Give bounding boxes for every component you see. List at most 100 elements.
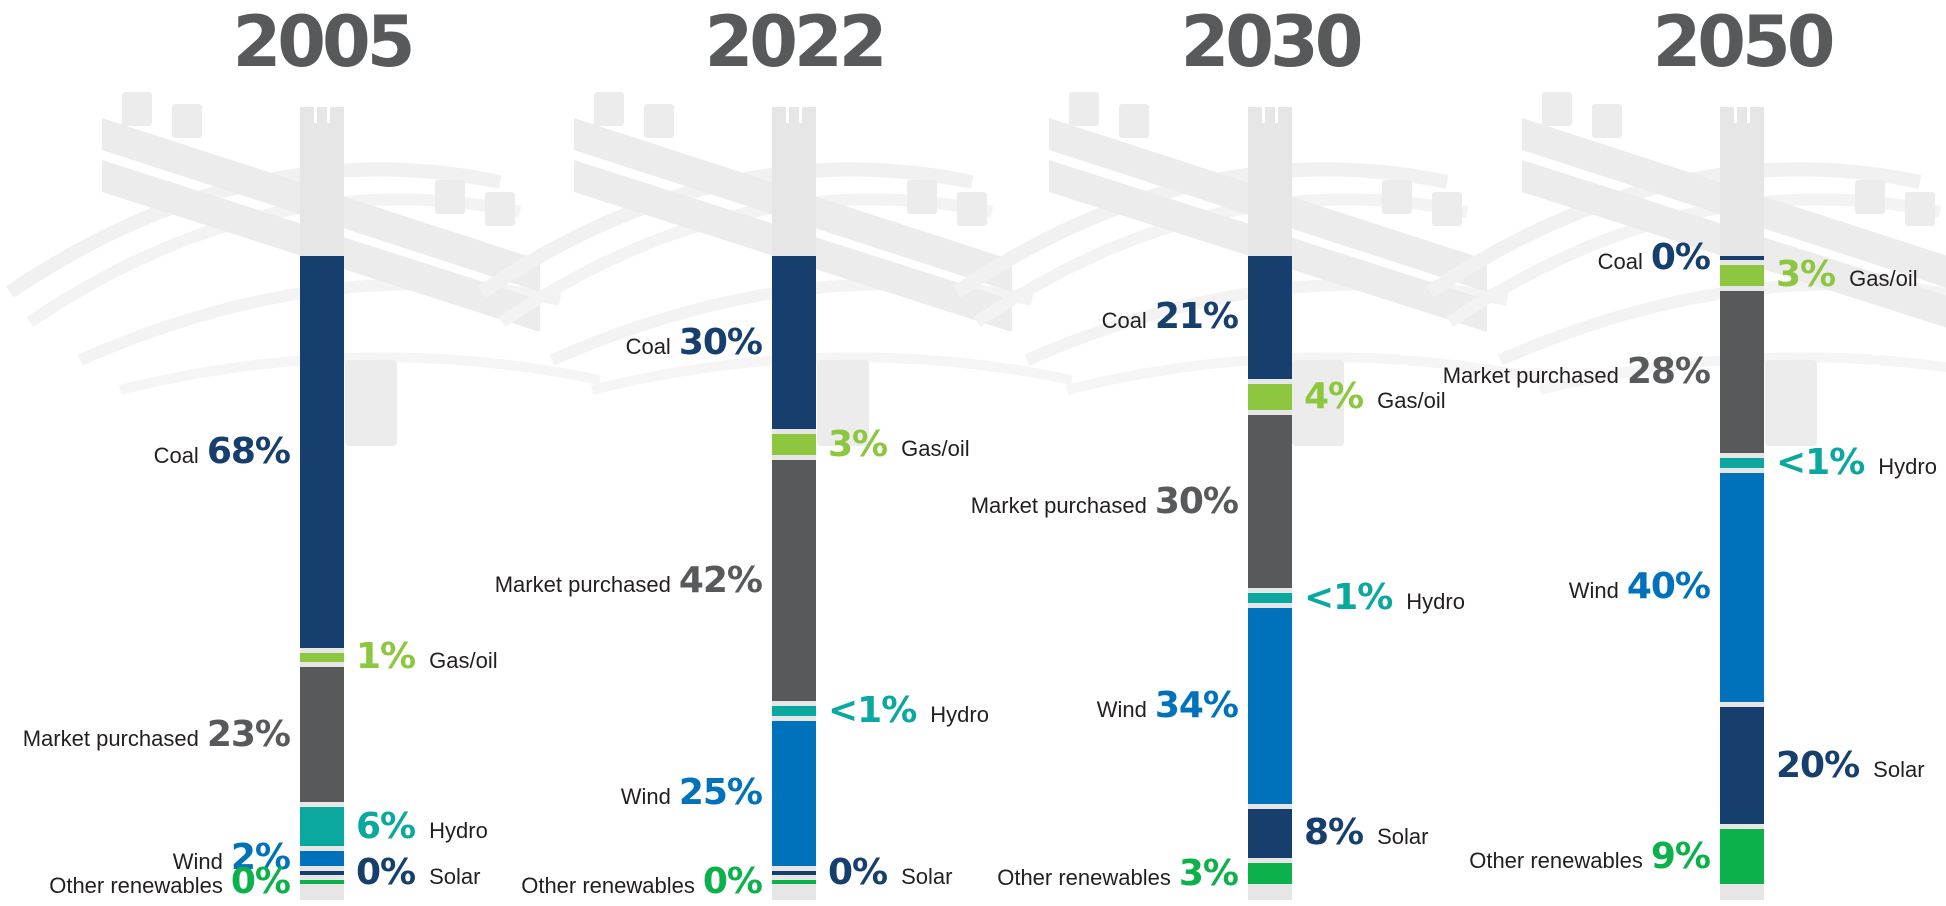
- pole-notch: [1275, 107, 1278, 123]
- series-name: Gas/oil: [429, 648, 498, 674]
- series-name: Market purchased: [494, 571, 671, 597]
- series-name: Hydro: [1878, 453, 1937, 479]
- bar-segment-wind: [1248, 608, 1292, 804]
- bar-segment-hydro: [772, 706, 816, 716]
- pole-notch: [327, 107, 330, 123]
- bar-segment-gas-oil: [1720, 265, 1764, 286]
- bar-segment-coal: [300, 256, 344, 648]
- series-value: 68%: [206, 430, 291, 472]
- data-label-wind: Wind 25%: [620, 772, 763, 814]
- series-value: 30%: [1154, 480, 1239, 522]
- series-value: 0%: [356, 852, 416, 893]
- data-label-solar: 8% Solar: [1304, 815, 1428, 851]
- data-label-gas-oil: 4% Gas/oil: [1304, 375, 1446, 417]
- series-name: Other renewables: [997, 864, 1171, 890]
- bar-segment-gas-oil: [1248, 383, 1292, 411]
- bar-segment-market-purchased: [1248, 415, 1292, 589]
- data-label-wind: Wind 34%: [1096, 687, 1239, 724]
- bar-segment-market-purchased: [1720, 290, 1764, 453]
- bar-segment-hydro: [1720, 457, 1764, 468]
- series-name: Coal: [1101, 308, 1147, 334]
- data-label-hydro: <1% Hydro: [1776, 444, 1937, 481]
- series-value: 23%: [206, 713, 291, 755]
- series-name: Gas/oil: [1849, 266, 1918, 292]
- data-label-other-renewables: Other renewables 9%: [1469, 835, 1711, 877]
- bar-segment-other-renewables: [1720, 829, 1764, 884]
- series-value: 3%: [1776, 254, 1836, 296]
- data-label-gas-oil: 3% Gas/oil: [828, 423, 970, 465]
- year-title: 2022: [704, 1, 888, 83]
- bar-segment-gas-oil: [300, 652, 344, 663]
- series-value: 4%: [1304, 375, 1364, 417]
- bar-segment-hydro: [300, 807, 344, 846]
- data-label-other-renewables: Other renewables 0%: [521, 861, 763, 902]
- series-name: Solar: [429, 864, 481, 889]
- data-label-gas-oil: 1% Gas/oil: [356, 639, 498, 675]
- bar-segment-solar: [1720, 707, 1764, 825]
- data-label-market-purchased: Market purchased 23%: [22, 713, 291, 755]
- series-name: Solar: [1873, 756, 1925, 782]
- pole-notch: [1262, 107, 1265, 123]
- data-label-wind: Wind 40%: [1569, 566, 1711, 608]
- series-name: Hydro: [429, 817, 488, 843]
- bar-segment-coal: [772, 256, 816, 430]
- series-name: Hydro: [930, 702, 989, 728]
- bar-segment-hydro: [1248, 593, 1292, 604]
- year-title: 2030: [1180, 1, 1364, 83]
- data-label-solar: 20% Solar: [1776, 744, 1925, 786]
- series-name: Gas/oil: [1377, 387, 1446, 413]
- series-name: Wind: [1096, 696, 1147, 722]
- data-label-coal: Coal 68%: [153, 430, 291, 472]
- pole-notch: [314, 107, 317, 123]
- pole-notch: [1734, 107, 1737, 123]
- series-value: 2%: [230, 837, 291, 879]
- data-label-other-renewables: Other renewables 3%: [997, 852, 1239, 894]
- bar-segment-other-renewables: [300, 880, 344, 884]
- series-value: 42%: [678, 559, 763, 601]
- series-value: 9%: [1650, 835, 1711, 877]
- series-name: Gas/oil: [901, 435, 970, 461]
- bar-segment-solar: [772, 871, 816, 875]
- series-value: 0%: [1650, 237, 1711, 278]
- series-name: Market purchased: [1442, 362, 1619, 388]
- data-label-hydro: <1% Hydro: [828, 693, 989, 729]
- data-label-coal: Coal 21%: [1101, 299, 1239, 335]
- data-label-market-purchased: Market purchased 42%: [494, 559, 763, 601]
- series-value: 0%: [702, 861, 763, 902]
- data-label-gas-oil: 3% Gas/oil: [1776, 257, 1918, 293]
- pole-notch: [799, 107, 802, 123]
- series-value: 3%: [1178, 852, 1239, 894]
- series-name: Other renewables: [1469, 847, 1643, 873]
- series-name: Coal: [153, 442, 199, 468]
- series-name: Hydro: [1406, 589, 1465, 615]
- series-value: 25%: [678, 772, 763, 814]
- series-name: Coal: [1597, 249, 1643, 274]
- series-name: Market purchased: [970, 492, 1147, 518]
- series-name: Market purchased: [22, 725, 199, 751]
- bar-segment-coal: [1720, 256, 1764, 260]
- data-label-solar: 0% Solar: [356, 855, 480, 891]
- series-name: Coal: [625, 333, 671, 359]
- series-value: 28%: [1626, 350, 1711, 392]
- data-label-hydro: 6% Hydro: [356, 808, 488, 845]
- bar-segment-other-renewables: [772, 880, 816, 884]
- series-value: 0%: [828, 852, 888, 893]
- series-value: <1%: [1304, 577, 1393, 619]
- bar-segment-wind: [300, 850, 344, 866]
- bar-segment-other-renewables: [1248, 863, 1292, 884]
- series-value: 20%: [1776, 744, 1860, 786]
- bar-segment-coal: [1248, 256, 1292, 379]
- series-value: 3%: [828, 423, 888, 465]
- data-label-coal: Coal 0%: [1597, 237, 1711, 278]
- pole-notch: [1747, 107, 1750, 123]
- bar-segment-market-purchased: [300, 667, 344, 803]
- year-title: 2050: [1652, 1, 1836, 83]
- series-value: 1%: [356, 636, 416, 678]
- bar-segment-wind: [1720, 472, 1764, 703]
- series-name: Wind: [620, 784, 671, 810]
- series-value: 40%: [1626, 566, 1711, 608]
- data-label-market-purchased: Market purchased 28%: [1442, 350, 1711, 392]
- series-name: Other renewables: [521, 873, 695, 898]
